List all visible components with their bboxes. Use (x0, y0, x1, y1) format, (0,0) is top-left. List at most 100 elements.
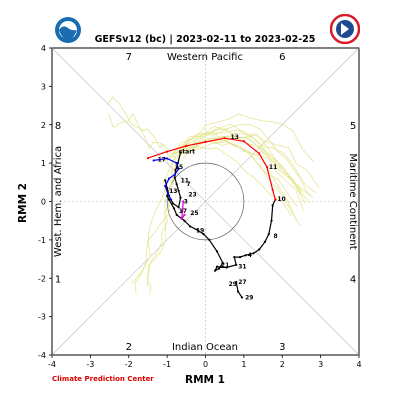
ensemble-member-line (181, 134, 320, 189)
ensemble-members (106, 96, 320, 295)
series-point (215, 250, 219, 253)
point-label: 8 (274, 233, 278, 240)
series-point (179, 196, 182, 199)
x-tick-label: 2 (280, 360, 285, 369)
series-point (208, 238, 211, 241)
x-tick-label: 1 (241, 360, 246, 369)
series-point (265, 165, 268, 169)
plot-grid (51, 47, 360, 356)
x-axis-label: RMM 1 (185, 374, 225, 386)
y-tick-label: 3 (41, 82, 46, 91)
series-point (181, 209, 184, 213)
region-label-right: Maritime Continent (347, 153, 358, 249)
ensemble-member-line (108, 113, 175, 154)
series-point (166, 157, 169, 160)
series-point (263, 240, 267, 243)
series-point (202, 233, 205, 236)
series-point (185, 144, 188, 147)
series-point (177, 206, 180, 209)
nws-logo-icon (329, 13, 361, 45)
y-tick-label: -3 (38, 313, 46, 322)
series-point (175, 213, 178, 217)
ensemble-member-line (106, 96, 179, 159)
region-label-top: Western Pacific (167, 52, 243, 63)
series-point (225, 266, 228, 269)
y-axis-label: RMM 2 (17, 183, 29, 223)
phase-label: 3 (279, 342, 285, 353)
phase-label: 7 (126, 52, 132, 63)
series-point (182, 200, 185, 203)
series-point (167, 177, 171, 180)
x-tick-label: -2 (125, 360, 133, 369)
series-point (217, 267, 221, 270)
ensemble-member-line (147, 158, 177, 295)
series-point (238, 256, 242, 259)
point-label: 15 (175, 164, 183, 171)
series-point (258, 248, 261, 251)
phase-label: 1 (55, 274, 61, 285)
series-point (274, 198, 277, 201)
series-point (252, 252, 255, 255)
ensemble-member-line (147, 151, 175, 288)
series-point (244, 254, 247, 257)
series-point (204, 140, 207, 144)
phase-label: 4 (350, 274, 356, 285)
region-label-bottom: Indian Ocean (172, 342, 238, 353)
series-point (175, 183, 178, 186)
series-point (175, 162, 178, 165)
x-tick-label: 0 (203, 360, 208, 369)
series-point (189, 225, 192, 228)
series-point (258, 152, 261, 155)
series-point (180, 217, 183, 220)
footer-credit: Climate Prediction Center (52, 375, 154, 383)
point-label: 17 (179, 208, 187, 215)
series-point (166, 192, 169, 195)
point-label: 10 (277, 196, 285, 203)
ensemble-member-line (131, 152, 180, 284)
series-point (196, 229, 199, 232)
series-point (164, 185, 167, 188)
series-point (183, 213, 186, 217)
series-point (221, 261, 224, 264)
forecast-series (146, 137, 277, 299)
ensemble-member-line (171, 128, 303, 193)
series-point (177, 189, 180, 192)
ensemble-member-line (172, 146, 292, 217)
series-point (146, 157, 150, 160)
y-tick-label: -4 (38, 351, 46, 360)
y-tick-label: 4 (41, 44, 46, 53)
y-tick-label: 2 (41, 121, 46, 130)
point-label: 29 (229, 281, 237, 288)
unit-circle (166, 162, 245, 241)
phase-label: 8 (55, 121, 61, 132)
point-label: 17 (158, 156, 166, 163)
series-point (171, 202, 174, 205)
series-point (183, 219, 186, 222)
chart-title: GEFSv12 (bc) | 2023-02-11 to 2023-02-25 (95, 34, 316, 45)
point-label: 3 (184, 199, 188, 206)
ensemble-member-line (175, 124, 310, 197)
point-label: 11 (181, 177, 189, 184)
x-tick-label: -4 (48, 360, 56, 369)
series-point (270, 219, 273, 222)
x-tick-label: 4 (356, 360, 361, 369)
series-point (179, 151, 182, 154)
point-label: 25 (190, 210, 198, 217)
series-point (213, 269, 217, 272)
noaa-logo-icon (54, 16, 82, 44)
series-line (147, 137, 276, 200)
series-point (271, 188, 274, 192)
y-tick-label: -1 (38, 236, 46, 245)
series-point (235, 280, 238, 284)
series-point (223, 137, 226, 140)
y-tick-label: -2 (38, 274, 46, 283)
point-label: 29 (245, 294, 253, 301)
series-point (215, 265, 219, 268)
y-tick-label: 0 (41, 198, 46, 207)
point-label: 31 (238, 264, 246, 271)
phase-label: 2 (126, 342, 132, 353)
series-point (267, 233, 270, 236)
